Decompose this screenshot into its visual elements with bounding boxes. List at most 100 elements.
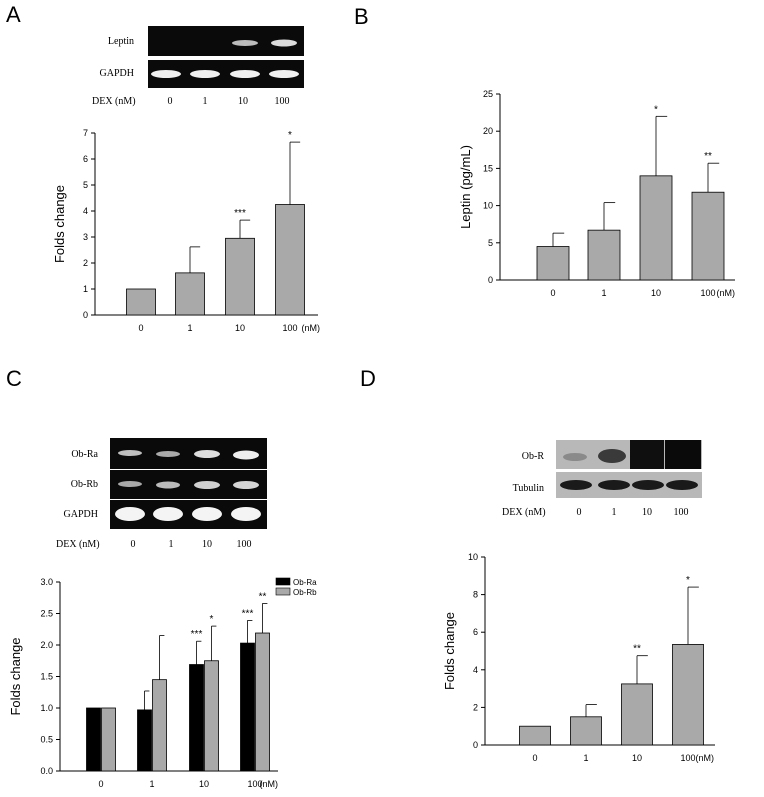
b-xtick-label-0: 0 [550, 288, 555, 298]
c-sig-1-2: * [210, 614, 214, 625]
gel-a-band-gapdh-10 [230, 70, 260, 78]
gel-c-band-obra-1 [156, 451, 180, 457]
gel-a-band-leptin-10 [232, 40, 258, 46]
gel-c-dose-0: 0 [131, 539, 136, 550]
gel-c-band-gapdh-100 [231, 507, 261, 521]
gel-c-row-obrb: Ob-Rb [71, 479, 98, 490]
c-x-unit: (nM) [260, 779, 279, 789]
gel-a-dose-0: 0 [168, 96, 173, 107]
a-sig-0-2: *** [234, 208, 246, 219]
c-ytick-label-6: 3.0 [40, 577, 53, 587]
gel-a-dose-10: 10 [238, 96, 248, 107]
a-bar-0-3 [275, 204, 305, 316]
gel-c-dose-100: 100 [237, 539, 252, 550]
b-x-unit: (nM) [717, 288, 736, 298]
a-ytick-label-5: 5 [83, 180, 88, 190]
d-ytick-label-1: 2 [473, 702, 478, 712]
a-ylabel: Folds change [52, 185, 67, 263]
gel-c-band-gapdh-0 [115, 507, 145, 521]
d-bar-0-1 [570, 716, 602, 746]
a-ytick-label-1: 1 [83, 284, 88, 294]
c-legend-swatch-1 [275, 587, 291, 596]
gel-c-band-obrb-100 [233, 481, 259, 489]
b-ytick-label-3: 15 [483, 163, 493, 173]
b-sig-0-3: ** [704, 151, 712, 162]
c-ytick-label-2: 1.0 [40, 703, 53, 713]
b-ylabel: Leptin (pg/mL) [458, 145, 473, 229]
panel-label-c: C [6, 366, 22, 391]
c-xtick-label-3: 100 [247, 779, 262, 789]
a-ytick-label-7: 7 [83, 128, 88, 138]
b-xtick-label-3: 100 [700, 288, 715, 298]
b-bar-0-2 [639, 175, 673, 281]
c-bar-0-2 [189, 664, 204, 772]
d-x-unit: (nM) [696, 753, 715, 763]
gel-a-dose-100: 100 [275, 96, 290, 107]
a-xtick-label-3: 100 [282, 323, 297, 333]
c-xtick-label-1: 1 [149, 779, 154, 789]
c-legend-swatch-0 [275, 577, 291, 586]
blot-d-band-tubulin-10 [632, 480, 664, 490]
gel-c-band-obra-10 [194, 450, 220, 458]
d-sig-0-3: * [686, 575, 690, 586]
c-bar-1-1 [152, 679, 167, 772]
chart-c: 0.0 0.5 1.0 1.5 2.0 2.5 3.0 Folds change 0 1 10 100… [8, 577, 317, 789]
d-bar-0-3 [672, 644, 704, 746]
d-xtick-label-0: 0 [532, 753, 537, 763]
b-xtick-label-1: 1 [601, 288, 606, 298]
gel-c-dose-10: 10 [202, 539, 212, 550]
a-bar-0-0 [126, 288, 156, 316]
gel-c-row-gapdh: GAPDH [64, 509, 98, 520]
d-xtick-label-3: 100 [680, 753, 695, 763]
b-ytick-label-4: 20 [483, 126, 493, 136]
a-ytick-label-0: 0 [83, 310, 88, 320]
c-ytick-label-4: 2.0 [40, 640, 53, 650]
b-ytick-label-5: 25 [483, 89, 493, 99]
c-ytick-label-3: 1.5 [40, 672, 53, 682]
blot-d: Ob-R Tubulin DEX (nM) 0 1 10 100 [502, 440, 702, 518]
d-bar-0-0 [519, 725, 551, 746]
b-xtick-label-2: 10 [651, 288, 661, 298]
gel-c-band-obrb-1 [156, 481, 180, 489]
gel-a-band-gapdh-0 [151, 70, 181, 78]
b-ytick-label-2: 10 [483, 201, 493, 211]
c-bar-1-2 [204, 660, 219, 772]
b-bar-0-3 [691, 191, 725, 281]
c-bar-1-0 [101, 707, 116, 772]
d-ytick-label-3: 6 [473, 627, 478, 637]
gel-c-band-obrb-10 [194, 481, 220, 489]
d-ylabel: Folds change [442, 612, 457, 690]
gel-c: Ob-Ra Ob-Rb GAPDH DEX (nM) 0 1 10 100 [56, 438, 267, 550]
blot-d-row-obr: Ob-R [522, 451, 545, 462]
c-sig-0-2: *** [191, 629, 203, 640]
d-ytick-label-4: 8 [473, 590, 478, 600]
panel-label-b: B [354, 4, 369, 29]
panel-label-d: D [360, 366, 376, 391]
blot-d-band-tubulin-100 [666, 480, 698, 490]
blot-d-band-obr-0 [563, 453, 587, 461]
blot-d-band-obr-1 [598, 449, 626, 463]
gel-c-band-gapdh-1 [153, 507, 183, 521]
d-sig-0-2: ** [633, 644, 641, 655]
gel-a-dose-1: 1 [203, 96, 208, 107]
a-bar-0-2 [225, 237, 255, 316]
gel-c-dose-1: 1 [169, 539, 174, 550]
gel-a-band-leptin-100 [271, 39, 297, 47]
a-x-unit: (nM) [302, 323, 321, 333]
panel-label-a: A [6, 2, 21, 27]
d-bar-0-2 [621, 683, 653, 746]
gel-a-row-gapdh: GAPDH [100, 68, 134, 79]
c-sig-0-3: *** [242, 608, 254, 619]
blot-d-dose-0: 0 [577, 507, 582, 518]
d-xtick-label-1: 1 [583, 753, 588, 763]
a-sig-0-3: * [288, 130, 292, 141]
gel-c-row-obra: Ob-Ra [71, 449, 98, 460]
d-xtick-label-2: 10 [632, 753, 642, 763]
blot-d-band-obr-10 [630, 440, 664, 469]
c-ytick-label-5: 2.5 [40, 609, 53, 619]
a-ytick-label-6: 6 [83, 154, 88, 164]
c-bar-1-3 [255, 632, 270, 772]
